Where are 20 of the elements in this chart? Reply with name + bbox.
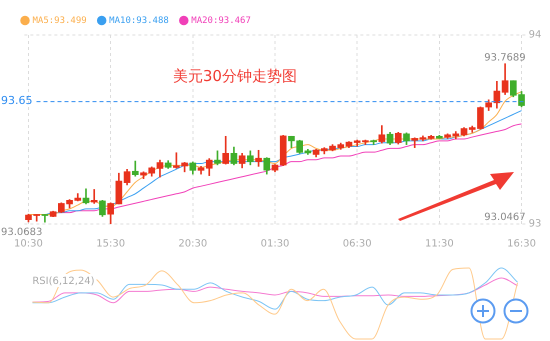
text: 美元30分钟走势图 xyxy=(172,66,297,85)
text: 93.0683 xyxy=(1,227,42,238)
ref-line-label: 93.65 xyxy=(1,94,32,108)
annotation: 93.0467 xyxy=(484,212,526,223)
x-tick-label: 16:30 xyxy=(507,238,536,250)
annotation: RSI(6,12,24) xyxy=(32,276,95,287)
legend-label: MA10:93.488 xyxy=(109,16,169,26)
x-tick-label: 10:30 xyxy=(14,238,43,250)
annotation: 93.7689 xyxy=(484,52,526,64)
x-tick-label: 01:30 xyxy=(260,238,290,250)
y-tick-label: 94 xyxy=(528,30,542,41)
x-tick-label: 20:30 xyxy=(178,238,208,250)
x-tick-label: 15:30 xyxy=(96,238,126,250)
legend-label: MA5:93.499 xyxy=(32,16,87,26)
legend-label: MA20:93.467 xyxy=(191,16,251,26)
y-tick-label: 93 xyxy=(528,218,542,230)
x-tick-label: 06:30 xyxy=(342,238,372,250)
candlestick xyxy=(255,150,262,167)
candlestick xyxy=(214,150,221,166)
x-tick-label: 11:30 xyxy=(424,238,454,250)
